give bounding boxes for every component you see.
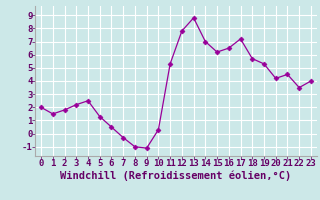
X-axis label: Windchill (Refroidissement éolien,°C): Windchill (Refroidissement éolien,°C)	[60, 171, 292, 181]
